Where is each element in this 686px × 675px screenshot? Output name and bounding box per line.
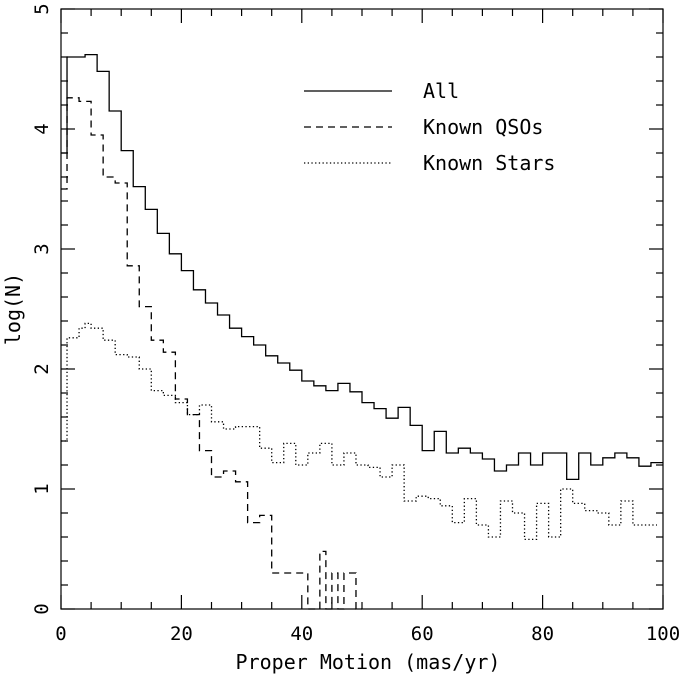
axis-ticks <box>60 8 664 610</box>
series-line-known-stars <box>61 322 657 541</box>
x-axis-title: Proper Motion (mas/yr) <box>236 650 501 674</box>
x-tick-label: 80 <box>531 623 554 645</box>
y-axis-title: log(N) <box>1 273 25 345</box>
x-tick-label: 40 <box>290 623 313 645</box>
plot-frame <box>60 8 664 610</box>
tick-labels: 0 20 40 60 80 100 0 1 2 3 4 5 <box>31 3 680 645</box>
y-tick-label: 2 <box>31 363 53 374</box>
y-tick-label: 3 <box>31 243 53 254</box>
x-tick-label: 100 <box>646 623 680 645</box>
x-tick-label: 0 <box>55 623 66 645</box>
x-tick-label: 60 <box>411 623 434 645</box>
series-line-known-qsos <box>61 97 362 610</box>
series-layer <box>61 53 663 610</box>
series-line-all <box>61 53 663 481</box>
y-tick-label: 0 <box>31 603 53 614</box>
y-tick-label: 1 <box>31 483 53 494</box>
y-tick-label: 5 <box>31 3 53 14</box>
legend-label-all: All <box>423 79 459 103</box>
legend-label-known-qsos: Known QSOs <box>423 115 543 139</box>
legend: All Known QSOs Known Stars <box>304 79 555 175</box>
legend-label-known-stars: Known Stars <box>423 151 555 175</box>
y-tick-label: 4 <box>31 123 53 134</box>
x-tick-label: 20 <box>170 623 193 645</box>
